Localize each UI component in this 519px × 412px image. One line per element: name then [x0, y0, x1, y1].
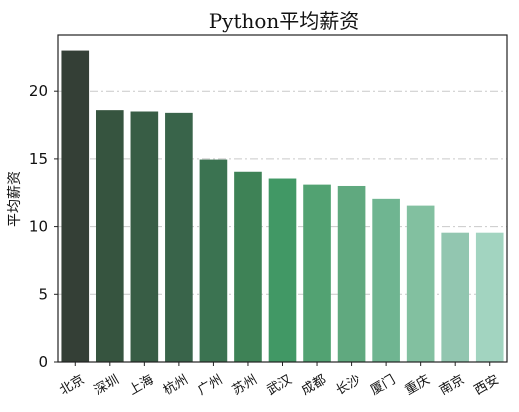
y-tick-label: 5 [38, 285, 48, 303]
bars [61, 50, 504, 362]
x-tick-label: 上海 [126, 372, 156, 398]
x-tick-label: 深圳 [92, 372, 122, 398]
x-tick-label: 武汉 [264, 372, 294, 398]
x-axis-ticks: 北京 深圳 上海 杭州 广州 苏州 武汉 成都 长沙 厦门 重庆 南京 西安 [57, 362, 502, 399]
bar-苏州 [234, 171, 262, 362]
bar-武汉 [268, 178, 297, 362]
x-tick-label: 厦门 [368, 372, 398, 398]
bar-北京 [61, 50, 90, 362]
bar-上海 [130, 111, 159, 362]
y-tick-label: 20 [29, 82, 48, 100]
bar-长沙 [337, 185, 366, 362]
x-tick-label: 西安 [472, 372, 502, 398]
y-tick-label: 0 [38, 353, 48, 371]
chart-title: Python平均薪资 [209, 9, 360, 33]
y-axis-ticks: 0 5 10 15 20 [29, 82, 58, 371]
y-tick-label: 10 [29, 218, 48, 236]
bar-重庆 [406, 205, 435, 362]
bar-深圳 [95, 110, 124, 362]
x-tick-label: 长沙 [334, 372, 364, 398]
x-tick-label: 广州 [195, 372, 225, 398]
bar-厦门 [372, 198, 400, 362]
bar-杭州 [165, 112, 193, 362]
y-axis-label: 平均薪资 [7, 171, 23, 227]
bar-成都 [303, 184, 331, 362]
x-tick-label: 重庆 [402, 372, 433, 399]
x-tick-label: 杭州 [161, 372, 191, 398]
bar-南京 [441, 232, 470, 362]
x-tick-label: 苏州 [229, 372, 260, 399]
bar-西安 [475, 232, 504, 362]
x-tick-label: 成都 [299, 372, 329, 398]
bar-广州 [199, 159, 228, 362]
x-tick-label: 南京 [437, 372, 468, 399]
x-tick-label: 北京 [57, 372, 87, 398]
y-tick-label: 15 [29, 150, 48, 168]
